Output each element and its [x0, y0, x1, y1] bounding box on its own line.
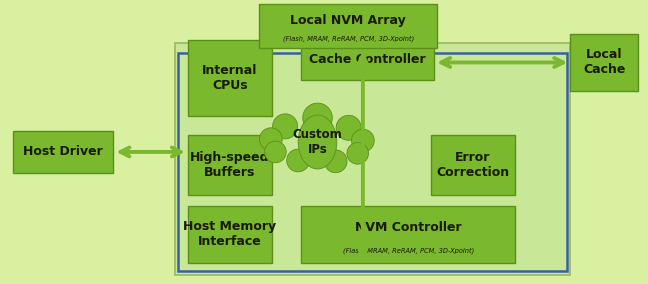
- Text: Cache Controller: Cache Controller: [310, 53, 426, 66]
- Ellipse shape: [303, 103, 332, 133]
- FancyBboxPatch shape: [188, 135, 272, 195]
- FancyBboxPatch shape: [188, 206, 272, 263]
- Text: Local
Cache: Local Cache: [583, 49, 625, 76]
- Text: High-speed
Buffers: High-speed Buffers: [191, 151, 270, 179]
- Text: (Flash, MRAM, ReRAM, PCM, 3D-Xpoint): (Flash, MRAM, ReRAM, PCM, 3D-Xpoint): [343, 247, 474, 254]
- FancyBboxPatch shape: [175, 43, 570, 275]
- FancyBboxPatch shape: [301, 40, 434, 80]
- Ellipse shape: [347, 143, 369, 164]
- Text: Host Driver: Host Driver: [23, 145, 103, 158]
- FancyBboxPatch shape: [431, 135, 515, 195]
- Text: Local NVM Array: Local NVM Array: [290, 14, 406, 28]
- FancyBboxPatch shape: [259, 4, 437, 48]
- Ellipse shape: [286, 149, 310, 172]
- Ellipse shape: [273, 114, 297, 139]
- Text: NVM Controller: NVM Controller: [355, 221, 461, 234]
- FancyBboxPatch shape: [301, 206, 515, 263]
- FancyBboxPatch shape: [13, 131, 113, 173]
- Text: Custom
IPs: Custom IPs: [293, 128, 342, 156]
- Ellipse shape: [336, 115, 361, 140]
- Ellipse shape: [264, 141, 286, 163]
- Text: Error
Correction: Error Correction: [437, 151, 509, 179]
- Ellipse shape: [298, 115, 337, 169]
- Ellipse shape: [324, 150, 347, 173]
- Text: Host Memory
Interface: Host Memory Interface: [183, 220, 277, 248]
- FancyBboxPatch shape: [570, 34, 638, 91]
- Ellipse shape: [351, 129, 375, 152]
- Text: (Flash, MRAM, ReRAM, PCM, 3D-Xpoint): (Flash, MRAM, ReRAM, PCM, 3D-Xpoint): [283, 35, 414, 42]
- FancyBboxPatch shape: [188, 40, 272, 116]
- Text: Internal
CPUs: Internal CPUs: [202, 64, 258, 92]
- Ellipse shape: [259, 128, 283, 151]
